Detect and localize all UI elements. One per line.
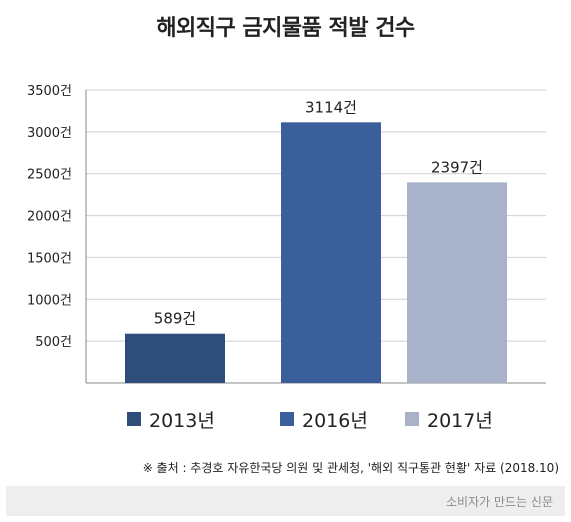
bar-2016년 [281,122,381,383]
bar-2017년 [407,182,507,383]
legend-swatch-2016 [280,412,294,426]
footer-brand: 소비자가 만드는 신문 [446,495,553,509]
bar-2013년 [125,333,225,383]
data-label: 589건 [154,310,196,328]
legend-item-2017: 2017년 [405,404,493,434]
footer-bar: 소비자가 만드는 신문 [6,486,565,516]
legend: 2013년 2016년 2017년 [0,404,571,434]
legend-label-2013: 2013년 [149,409,215,432]
y-tick-label: 2000건 [27,210,72,225]
legend-item-2013: 2013년 [127,404,215,434]
bar-chart: 500건 1000건 1500건 2000건 2500건 3000건 3500건 589건 31… [27,84,546,384]
y-tick-label: 500건 [35,335,72,350]
y-tick-label: 3500건 [27,84,72,99]
data-label: 2397건 [431,158,483,176]
chart-title: 해외직구 금지물품 적발 건수 [156,16,415,41]
y-tick-label: 1500건 [27,251,72,266]
y-tick-label: 2500건 [27,168,72,183]
source-note: ※ 출처 : 추경호 자유한국당 의원 및 관세청, '해외 직구통관 현황' … [142,461,559,475]
legend-label-2017: 2017년 [427,409,493,432]
y-tick-label: 3000건 [27,126,72,141]
data-label: 3114건 [305,98,357,116]
legend-swatch-2017 [405,412,419,426]
y-tick-label: 1000건 [27,293,72,308]
legend-label-2016: 2016년 [302,409,368,432]
legend-swatch-2013 [127,412,141,426]
legend-item-2016: 2016년 [280,404,368,434]
